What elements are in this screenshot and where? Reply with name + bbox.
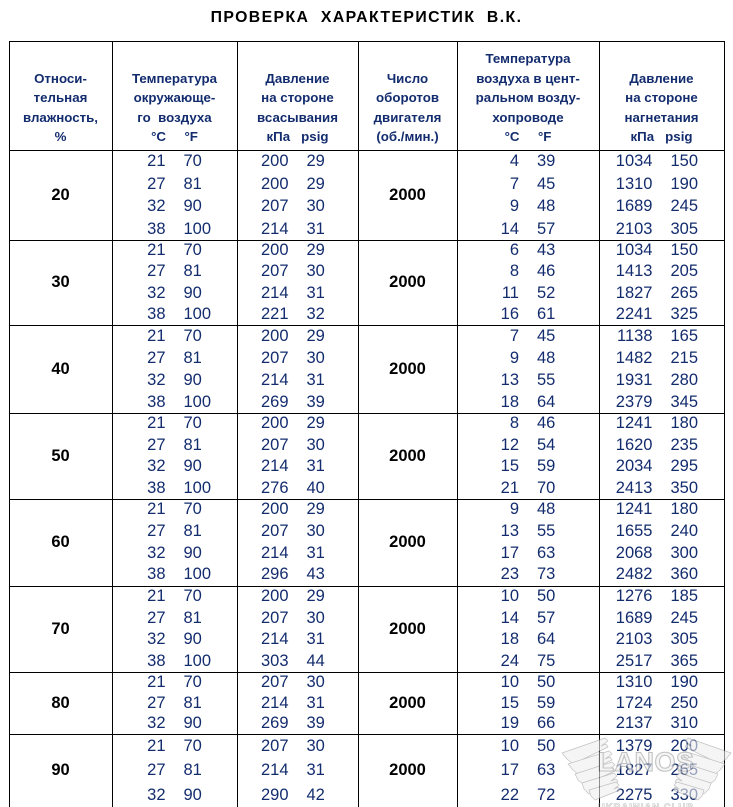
svg-text:UKRAINIAN CLUB: UKRAINIAN CLUB [598,802,694,807]
svg-text:LANOS: LANOS [598,747,695,777]
